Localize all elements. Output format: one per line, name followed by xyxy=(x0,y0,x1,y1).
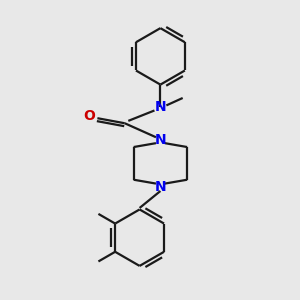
Text: N: N xyxy=(154,180,166,194)
Text: N: N xyxy=(154,100,166,114)
Text: N: N xyxy=(154,133,166,147)
Text: O: O xyxy=(84,110,96,123)
